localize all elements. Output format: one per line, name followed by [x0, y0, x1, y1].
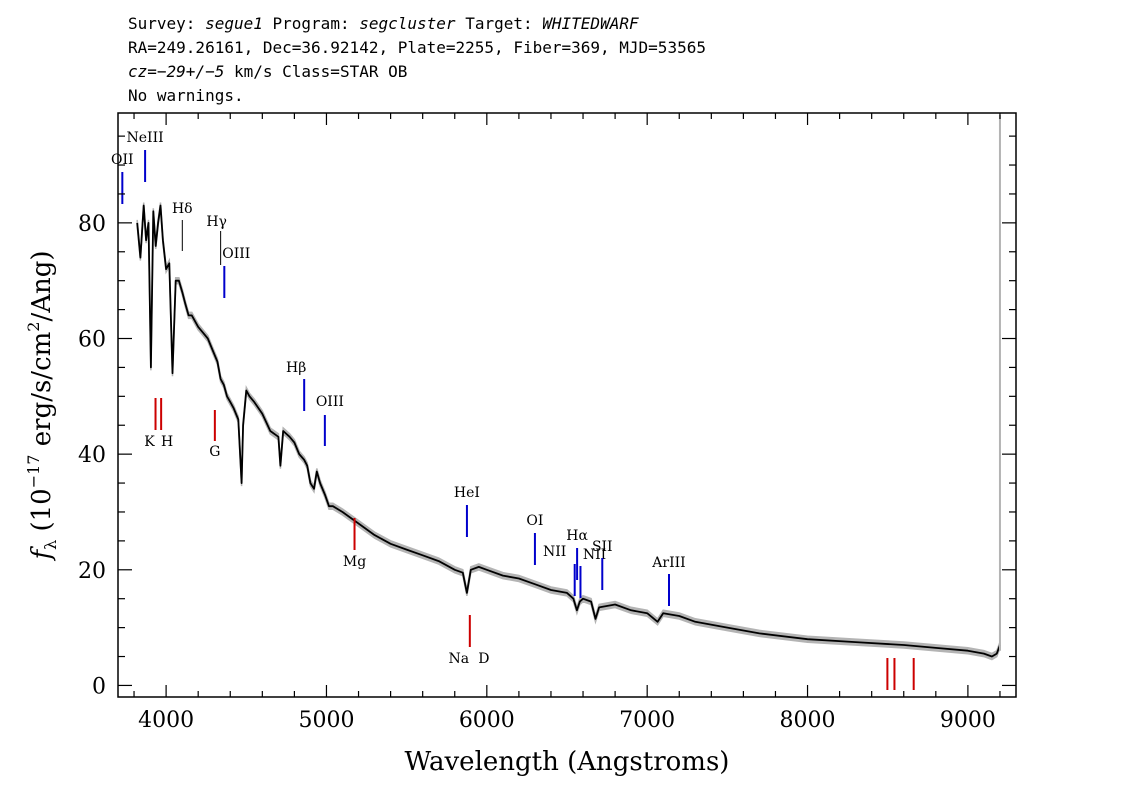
- line-label-15: H: [161, 434, 173, 450]
- y-tick-label: 20: [78, 559, 106, 584]
- line-label-0: OII: [111, 152, 134, 168]
- line-label-13: ArIII: [651, 555, 685, 571]
- line-label-7: HeI: [454, 485, 480, 501]
- program-label: Program:: [272, 14, 350, 33]
- cz-value: −29+/−5: [156, 62, 225, 81]
- y-label-a: (10: [27, 488, 57, 540]
- y-tick-label: 80: [78, 212, 106, 237]
- x-tick-label: 4000: [138, 708, 194, 733]
- line-label-11: NII: [583, 547, 606, 563]
- line-label-16: G: [209, 444, 220, 460]
- line-label-10: Hα: [566, 528, 588, 544]
- survey-value: segue1: [205, 14, 263, 33]
- header-line-1: Survey: segue1 Program: segcluster Targe…: [128, 12, 706, 36]
- y-label-sub: λ: [41, 540, 60, 550]
- spectrum-header: Survey: segue1 Program: segcluster Targe…: [128, 12, 706, 108]
- line-label-12: SII: [592, 539, 613, 555]
- line-label-4: OIII: [222, 246, 250, 262]
- header-line-2: RA=249.26161, Dec=36.92142, Plate=2255, …: [128, 38, 706, 57]
- y-tick-label: 60: [78, 328, 106, 353]
- spectrum-line: [136, 204, 1001, 658]
- line-label-9: NII: [543, 544, 566, 560]
- y-axis-label: fλ (10−17 erg/s/cm2/Ang): [24, 250, 60, 561]
- x-tick-label: 6000: [459, 708, 515, 733]
- x-tick-label: 5000: [298, 708, 354, 733]
- y-label-c: /Ang): [27, 250, 57, 321]
- spectrum-marks: [136, 115, 1001, 661]
- line-id-labels: OIINeIIIHδHγOIIIHβOIIIHeIOINIIHαNIISIIAr…: [111, 130, 915, 690]
- line-label-1: NeIII: [127, 130, 164, 146]
- x-tick-label: 7000: [619, 708, 675, 733]
- y-tick-label: 0: [92, 674, 106, 699]
- x-axis-label: Wavelength (Angstroms): [405, 747, 730, 777]
- line-label-2: Hδ: [172, 201, 193, 217]
- line-label-3: Hγ: [206, 214, 227, 230]
- survey-label: Survey:: [128, 14, 196, 33]
- axis-ticks: 4000 5000 6000 7000 8000 9000 0 20 40 60 80: [78, 113, 1016, 733]
- error-band: [136, 202, 1001, 661]
- cz-label: cz=: [128, 62, 157, 81]
- line-label-5: Hβ: [286, 360, 306, 376]
- line-label-14: K: [144, 434, 155, 450]
- target-label: Target:: [465, 14, 533, 33]
- y-label-exp1: −17: [24, 455, 43, 489]
- target-value: WHITEDWARF: [542, 14, 639, 33]
- line-label-19: D: [478, 651, 489, 667]
- line-label-17: Mg: [343, 554, 366, 570]
- y-tick-label: 40: [78, 443, 106, 468]
- line-label-18: Na: [449, 651, 470, 667]
- line-label-8: OI: [526, 513, 543, 529]
- program-value: segcluster: [359, 14, 456, 33]
- x-tick-label: 9000: [940, 708, 996, 733]
- y-label-b: erg/s/cm: [27, 332, 57, 455]
- header-line-4: No warnings.: [128, 86, 244, 105]
- line-label-6: OIII: [316, 394, 344, 410]
- cz-class: km/s Class=STAR OB: [224, 62, 408, 81]
- header-line-3: cz=−29+/−5 km/s Class=STAR OB: [128, 60, 706, 84]
- y-label-exp2: 2: [24, 322, 43, 332]
- plot-frame: [117, 112, 1017, 698]
- x-tick-label: 8000: [780, 708, 836, 733]
